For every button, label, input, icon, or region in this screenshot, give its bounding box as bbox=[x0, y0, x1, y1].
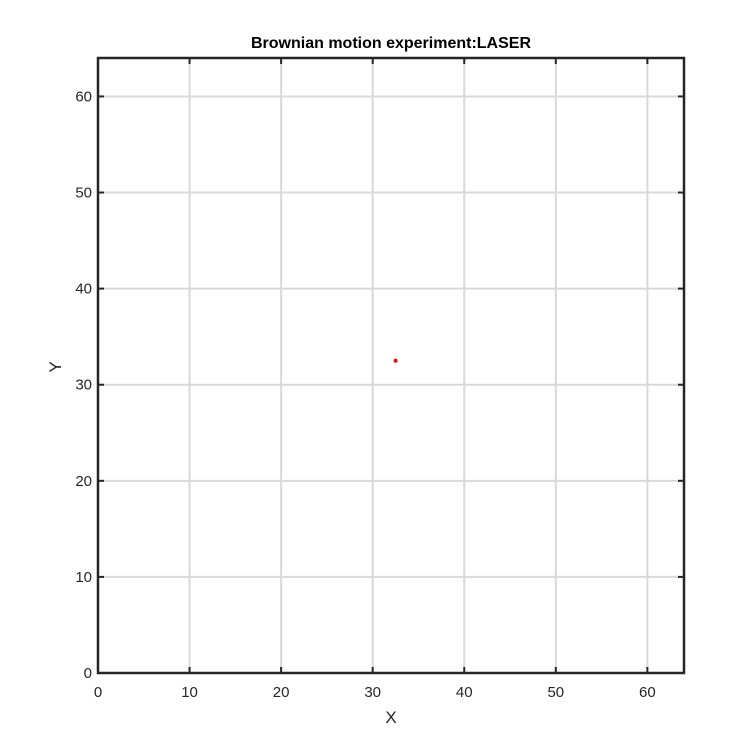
plot-frame bbox=[96, 56, 686, 675]
y-tick-label-10: 10 bbox=[75, 569, 92, 586]
x-tick-label-10: 10 bbox=[181, 684, 198, 701]
x-axis-label: X bbox=[385, 708, 396, 727]
x-tick-label-20: 20 bbox=[273, 684, 290, 701]
x-tick-label-60: 60 bbox=[639, 684, 656, 701]
y-axis-label: Y bbox=[46, 361, 65, 372]
x-tick-label-30: 30 bbox=[364, 684, 381, 701]
y-tick-label-40: 40 bbox=[75, 281, 92, 298]
x-tick-label-40: 40 bbox=[456, 684, 473, 701]
data-points bbox=[393, 358, 398, 363]
data-point-0-0 bbox=[393, 358, 398, 363]
grid-lines bbox=[98, 58, 684, 673]
y-tick-label-0: 0 bbox=[84, 665, 92, 682]
y-tick-label-60: 60 bbox=[75, 88, 92, 105]
y-tick-label-30: 30 bbox=[75, 377, 92, 394]
y-tick-label-20: 20 bbox=[75, 473, 92, 490]
x-tick-label-0: 0 bbox=[94, 684, 102, 701]
y-tick-label-50: 50 bbox=[75, 185, 92, 202]
axes bbox=[96, 56, 686, 675]
x-tick-label-50: 50 bbox=[547, 684, 564, 701]
tick-labels: 0 10 20 30 40 50 60 0 10 20 30 40 50 60 bbox=[75, 88, 655, 701]
tick-marks bbox=[97, 58, 684, 674]
chart-title: Brownian motion experiment:LASER bbox=[251, 35, 531, 52]
